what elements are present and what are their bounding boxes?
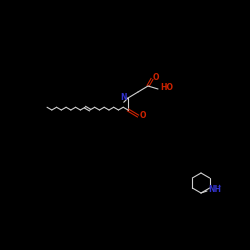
- Text: O: O: [153, 74, 160, 82]
- Text: O: O: [140, 112, 146, 120]
- Text: +: +: [216, 184, 221, 190]
- Text: NH: NH: [208, 186, 221, 194]
- Text: N: N: [120, 94, 127, 102]
- Text: HO: HO: [160, 84, 173, 92]
